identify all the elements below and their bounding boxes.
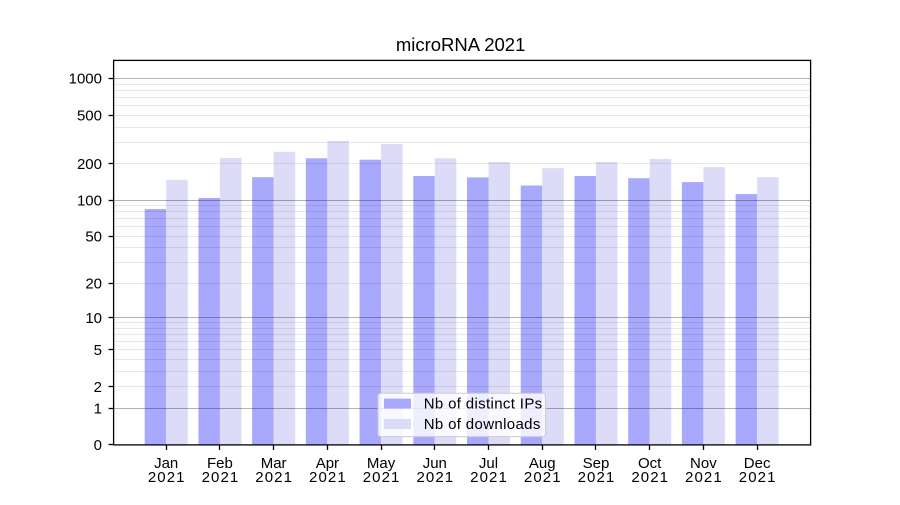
svg-text:5: 5 xyxy=(94,342,102,359)
svg-text:500: 500 xyxy=(77,107,102,124)
svg-text:1000: 1000 xyxy=(69,71,102,88)
svg-text:Jun: Jun xyxy=(423,455,447,472)
svg-text:50: 50 xyxy=(85,229,102,246)
svg-text:Jul: Jul xyxy=(479,455,498,472)
svg-text:2021: 2021 xyxy=(255,469,293,486)
svg-text:2: 2 xyxy=(94,379,102,396)
svg-text:2021: 2021 xyxy=(309,469,347,486)
svg-text:2021: 2021 xyxy=(470,469,508,486)
svg-text:200: 200 xyxy=(77,156,102,173)
svg-text:Sep: Sep xyxy=(583,455,610,472)
svg-text:Jan: Jan xyxy=(154,455,178,472)
svg-text:0: 0 xyxy=(94,437,102,454)
svg-text:2021: 2021 xyxy=(363,469,401,486)
svg-text:microRNA 2021: microRNA 2021 xyxy=(396,34,526,55)
svg-text:10: 10 xyxy=(85,310,102,327)
svg-text:Nb of downloads: Nb of downloads xyxy=(424,416,541,433)
svg-text:May: May xyxy=(367,455,396,472)
svg-text:2021: 2021 xyxy=(148,469,186,486)
svg-text:2021: 2021 xyxy=(631,469,669,486)
svg-text:2021: 2021 xyxy=(416,469,454,486)
svg-text:Oct: Oct xyxy=(638,455,662,472)
svg-text:Feb: Feb xyxy=(207,455,233,472)
svg-text:2021: 2021 xyxy=(739,469,777,486)
svg-text:2021: 2021 xyxy=(685,469,723,486)
svg-text:20: 20 xyxy=(85,276,102,293)
svg-text:2021: 2021 xyxy=(202,469,240,486)
svg-text:Aug: Aug xyxy=(529,455,556,472)
svg-text:100: 100 xyxy=(77,192,102,209)
svg-text:1: 1 xyxy=(94,400,102,417)
svg-text:2021: 2021 xyxy=(524,469,562,486)
svg-text:2021: 2021 xyxy=(578,469,616,486)
svg-text:Nb of distinct IPs: Nb of distinct IPs xyxy=(424,396,543,413)
svg-text:Dec: Dec xyxy=(744,455,771,472)
svg-text:Nov: Nov xyxy=(690,455,717,472)
svg-text:Apr: Apr xyxy=(316,455,339,472)
svg-text:Mar: Mar xyxy=(261,455,287,472)
